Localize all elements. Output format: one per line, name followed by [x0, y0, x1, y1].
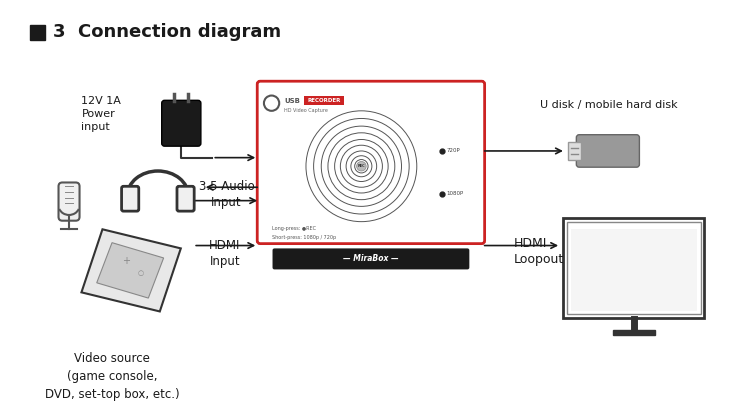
Circle shape	[357, 162, 366, 171]
Text: HDMI
Loopout: HDMI Loopout	[514, 237, 564, 266]
Text: Long-press: ●REC: Long-press: ●REC	[271, 226, 316, 231]
Text: — MiraBox —: — MiraBox —	[343, 255, 399, 264]
FancyBboxPatch shape	[122, 186, 139, 211]
Text: 3  Connection diagram: 3 Connection diagram	[52, 24, 281, 42]
Polygon shape	[81, 229, 181, 311]
Text: REC: REC	[358, 164, 365, 168]
Text: ○: ○	[137, 270, 144, 276]
FancyBboxPatch shape	[177, 186, 194, 211]
Text: HD Video Capture: HD Video Capture	[284, 109, 328, 113]
Text: +: +	[123, 256, 130, 266]
FancyBboxPatch shape	[162, 100, 201, 146]
Text: RECORDER: RECORDER	[307, 98, 341, 103]
Bar	[568, 142, 581, 160]
FancyBboxPatch shape	[576, 135, 639, 167]
FancyBboxPatch shape	[273, 248, 469, 269]
FancyBboxPatch shape	[58, 182, 80, 221]
Text: U disk / mobile hard disk: U disk / mobile hard disk	[540, 100, 678, 110]
Text: 720P: 720P	[446, 149, 460, 153]
Text: 12V 1A
Power
input: 12V 1A Power input	[81, 95, 121, 132]
Bar	[563, 218, 704, 318]
Bar	[613, 330, 655, 335]
Bar	[30, 25, 45, 40]
Text: 1080P: 1080P	[446, 191, 463, 196]
Bar	[567, 222, 701, 314]
Text: Short-press: 1080p / 720p: Short-press: 1080p / 720p	[271, 235, 336, 240]
Text: Video source
(game console,
DVD, set-top box, etc.): Video source (game console, DVD, set-top…	[44, 352, 180, 401]
Text: HDMI
Input: HDMI Input	[209, 239, 240, 268]
Text: 3.5 Audio
Input: 3.5 Audio Input	[199, 180, 254, 208]
Polygon shape	[97, 243, 163, 298]
Bar	[571, 229, 697, 310]
Text: USB: USB	[284, 98, 300, 104]
Bar	[304, 95, 344, 105]
FancyBboxPatch shape	[257, 81, 485, 244]
